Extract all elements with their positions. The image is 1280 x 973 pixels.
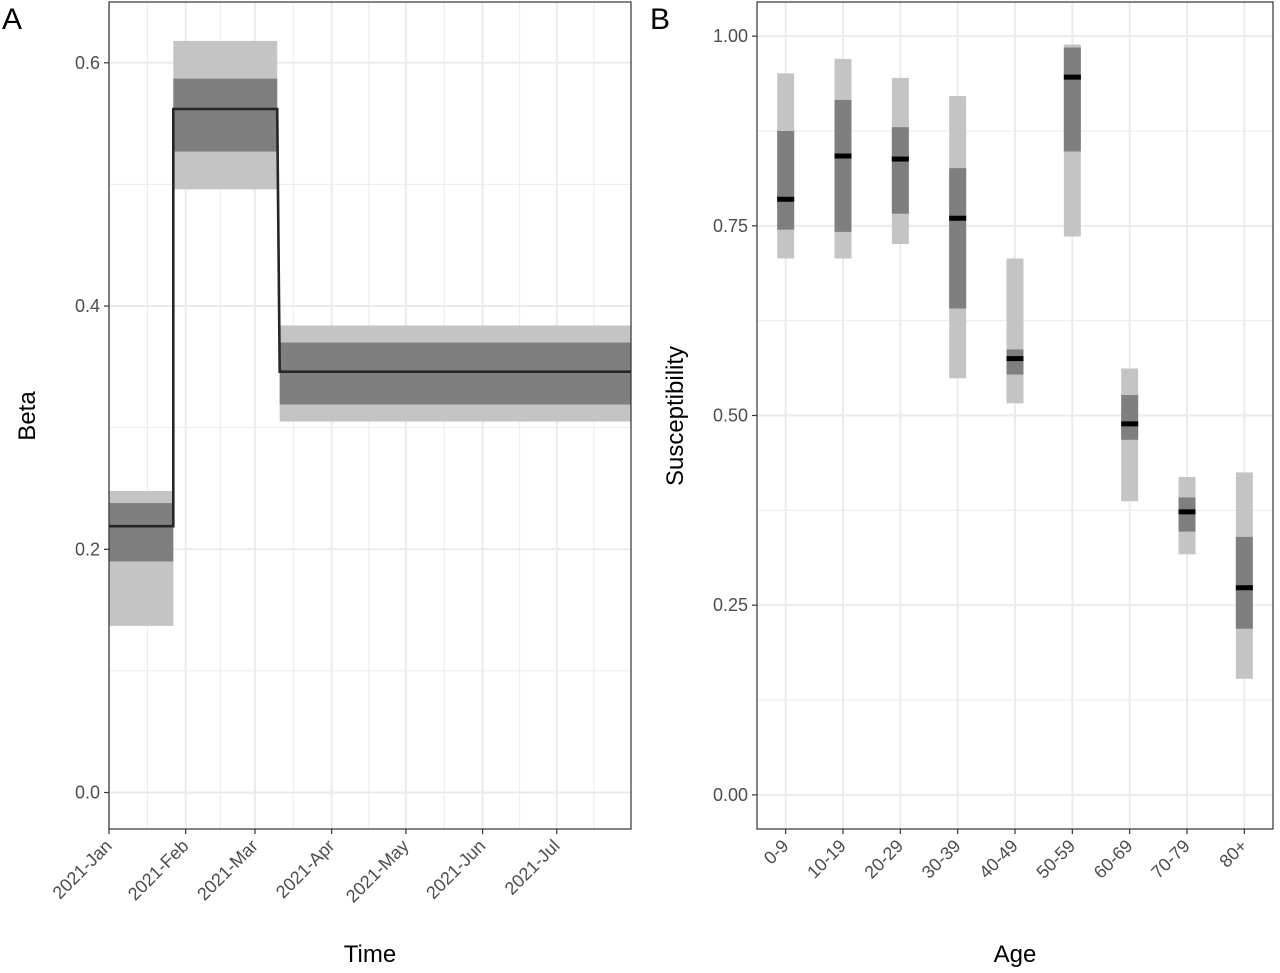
panel-b-inner-interval [949, 168, 967, 309]
panel-a-inner-band [173, 78, 278, 152]
panel-b-x-tick-label: 0-9 [760, 836, 793, 869]
panel-a-y-tick-label: 0.6 [75, 53, 100, 73]
panel-a-x-tick-label: 2021-Jul [501, 836, 564, 899]
panel-b-inner-interval [1063, 47, 1081, 152]
panel-b-x-tick-label: 10-19 [803, 836, 850, 883]
panel-b-y-axis: 0.00 0.25 0.50 0.75 1.00 [713, 26, 757, 805]
panel-a-border [108, 1, 632, 830]
panel-a-x-title: Time [344, 941, 396, 968]
panel-b-median-mark [949, 215, 967, 221]
panel-b-label: B [650, 3, 670, 36]
panel-b-inner-interval [777, 130, 795, 230]
panel-b-x-tick-label: 60-69 [1090, 836, 1137, 883]
panel-b-x-tick-label: 80+ [1215, 836, 1251, 872]
panel-b-median-mark [1006, 356, 1024, 362]
panel-b-x-tick-label: 20-29 [860, 836, 907, 883]
panel-b-x-tick-label: 30-39 [918, 836, 965, 883]
panel-a-median-line-group [109, 107, 631, 528]
panel-b-inner-interval [1006, 349, 1024, 375]
panel-b-y-tick-label: 1.00 [713, 26, 748, 46]
panel-b-outer-interval [1006, 258, 1024, 404]
panel-a-label: A [2, 3, 22, 36]
panel-b-x-tick-label: 40-49 [975, 836, 1022, 883]
panel-a-inner-band [279, 342, 631, 405]
panel-a-inner-band [109, 503, 174, 562]
panel-a-y-tick-label: 0.4 [75, 296, 100, 316]
panel-b-inner-interval [891, 127, 909, 214]
panel-a-median-line [109, 107, 631, 528]
panel-b-y-tick-label: 0.00 [713, 785, 748, 805]
panel-b-inner-interval [834, 99, 852, 232]
panel-a: A 0.00.20.40.6 2021-Jan 2021-Feb 2021-Mar 2… [2, 1, 632, 968]
panel-b-median-mark [1178, 509, 1196, 515]
panel-a-inner-bands [109, 78, 631, 562]
panel-a-y-tick-label: 0.0 [75, 783, 100, 803]
panel-b-inner-interval [1178, 497, 1196, 532]
panel-a-x-tick-label: 2021-Mar [193, 836, 262, 905]
panel-b-inner-interval [1235, 536, 1253, 629]
panel-b-median-mark [834, 153, 852, 159]
panel-b-x-tick-label: 70-79 [1147, 836, 1194, 883]
panel-b-y-title: Susceptibility [662, 346, 689, 486]
panel-a-y-axis: 0.0 0.2 0.4 0.6 [75, 53, 109, 803]
panel-a-y-tick-label: 0.2 [75, 539, 100, 559]
panel-b-y-tick-label: 0.75 [713, 216, 748, 236]
panel-b-median-mark [1121, 421, 1139, 427]
panel-b-x-title: Age [994, 941, 1037, 968]
panel-b-median-mark [1063, 74, 1081, 80]
panel-a-x-axis: 2021-Jan 2021-Feb 2021-Mar 2021-Apr 2021-May… [49, 829, 564, 906]
panel-b-y-tick-label: 0.50 [713, 406, 748, 426]
panel-b-y-tick-label: 0.25 [713, 595, 748, 615]
panel-a-x-tick-label: 2021-May [342, 836, 413, 907]
panel-b: B 0.00 0.25 0.50 0.75 1.00 0-9 10-19 20-29 30-3… [650, 1, 1274, 968]
panel-b-x-tick-label: 50-59 [1032, 836, 1079, 883]
panel-b-median-mark [891, 156, 909, 162]
panel-b-medians [777, 74, 1253, 591]
panel-a-x-tick-label: 2021-Jan [49, 836, 116, 903]
panel-b-x-axis: 0-9 10-19 20-29 30-39 40-49 50-59 60-69 70-79 80… [760, 829, 1251, 882]
panel-a-x-tick-label: 2021-Feb [124, 836, 193, 905]
panel-a-x-tick-label: 2021-Jun [422, 836, 489, 903]
panel-b-gridlines [757, 2, 1273, 829]
panel-b-median-mark [777, 196, 795, 202]
panel-a-y-title: Beta [14, 391, 41, 441]
panel-a-x-tick-label: 2021-Apr [272, 836, 339, 903]
panel-b-inner-intervals [777, 47, 1253, 629]
panel-b-median-mark [1235, 585, 1253, 591]
panel-b-inner-interval [1121, 395, 1139, 440]
